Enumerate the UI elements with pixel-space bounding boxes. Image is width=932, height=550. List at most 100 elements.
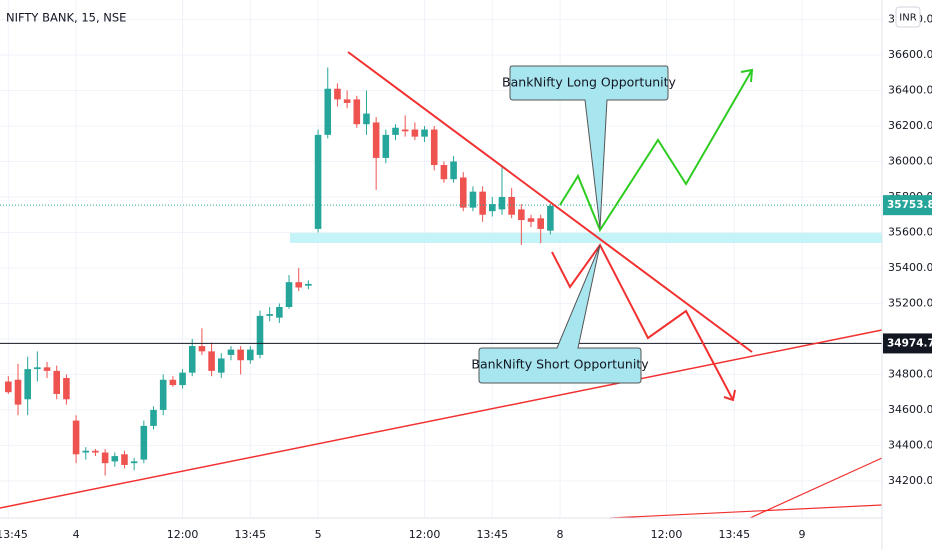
candle-body: [430, 129, 438, 166]
candle-body: [285, 282, 293, 308]
candle-body: [518, 209, 525, 221]
candle-body: [237, 349, 244, 361]
candle-body: [305, 283, 312, 286]
long-path: [559, 69, 753, 233]
y-tick-label: 34600.00: [888, 403, 932, 416]
candle-body: [256, 315, 264, 355]
candle-body: [140, 425, 148, 460]
x-tick-label: 13:45: [0, 528, 28, 541]
candle-body: [111, 456, 119, 462]
candle-body: [188, 346, 196, 373]
chart-title: NIFTY BANK, 15, NSE: [6, 11, 126, 25]
candle-body: [63, 377, 70, 400]
candle-body: [547, 205, 554, 231]
candle-body: [450, 161, 457, 180]
x-tick-label: 12:00: [167, 528, 199, 541]
x-tick-label: 9: [799, 528, 806, 541]
y-tick-label: 35600.00: [888, 225, 932, 238]
y-tick-label: 36200.00: [888, 119, 932, 132]
candle-body: [217, 358, 225, 373]
candle-body: [276, 307, 283, 318]
callout-text: BankNifty Short Opportunity: [471, 357, 649, 372]
candle-body: [169, 379, 177, 386]
candle-body: [43, 367, 51, 371]
candle-body: [179, 372, 186, 386]
y-tick-label: 35400.00: [888, 261, 932, 274]
trend-line: [609, 504, 883, 519]
grid: [0, 0, 882, 518]
currency-text: INR: [899, 13, 916, 24]
candle-body: [5, 381, 12, 393]
y-tick-label: 36000.00: [888, 154, 932, 167]
candle-body: [227, 349, 235, 355]
callout: [478, 244, 642, 384]
candle-body: [324, 88, 332, 135]
candle-body: [508, 196, 515, 215]
candle-body: [198, 346, 206, 352]
arrow-head: [740, 68, 754, 83]
callout: [509, 65, 669, 229]
support-zone: [290, 233, 882, 243]
trend-line: [749, 457, 883, 519]
price-label-bg: [883, 195, 932, 216]
candle-body: [34, 367, 41, 370]
short-path: [551, 243, 734, 401]
candle-body: [489, 204, 496, 212]
candle-body: [159, 379, 167, 410]
candle-body: [266, 314, 273, 316]
price-label: 35753.85: [887, 199, 932, 211]
candle-body: [72, 420, 80, 455]
x-tick-label: 12:00: [409, 528, 441, 541]
callout-text: BankNifty Long Opportunity: [502, 75, 677, 90]
candle-body: [537, 218, 544, 229]
trend-line: [0, 329, 883, 509]
candle-body: [334, 88, 341, 100]
candle-body: [459, 177, 467, 208]
candle-body: [401, 129, 409, 132]
candle-body: [14, 379, 22, 405]
candle-body: [363, 113, 370, 125]
candle-body: [121, 454, 128, 465]
candle-body: [498, 196, 506, 210]
candle-body: [82, 450, 90, 453]
x-tick-label: 4: [73, 528, 80, 541]
plot: [0, 67, 882, 476]
candle-body: [92, 450, 99, 453]
candle-body: [372, 122, 380, 158]
candle-body: [392, 127, 399, 135]
candle-body: [150, 409, 157, 426]
candle-body: [101, 452, 109, 464]
y-tick-label: 36400.00: [888, 84, 932, 97]
y-tick-label: 35200.00: [888, 296, 932, 309]
candle-body: [440, 165, 448, 180]
candle-body: [469, 191, 477, 208]
price-label-bg: [883, 333, 932, 354]
x-tick-label: 5: [315, 528, 322, 541]
x-tick-label: 12:00: [651, 528, 683, 541]
candle-body: [208, 351, 215, 371]
trend-line: [347, 51, 753, 353]
candle-body: [53, 370, 61, 394]
x-tick-label: 13:45: [718, 528, 750, 541]
arrow-head: [723, 389, 736, 402]
x-tick-label: 13:45: [234, 528, 266, 541]
currency-badge: [895, 6, 921, 28]
candle-body: [343, 99, 351, 103]
candle-body: [527, 218, 535, 222]
candle-body: [24, 369, 31, 400]
candle-body: [479, 191, 486, 215]
y-tick-label: 34400.00: [888, 438, 932, 451]
candle-body: [411, 129, 419, 137]
price-label: 34974.70: [887, 337, 932, 349]
candle-body: [130, 461, 138, 464]
candle-body: [314, 134, 322, 229]
candle-body: [382, 134, 390, 158]
y-tick-label: 34800.00: [888, 367, 932, 380]
axis: 34200.0034400.0034600.0034800.0035000.00…: [0, 13, 932, 541]
candle-body: [421, 129, 428, 137]
y-tick-label: 34200.00: [888, 474, 932, 487]
candle-body: [247, 349, 254, 361]
x-tick-label: 13:45: [476, 528, 508, 541]
candle-body: [353, 99, 361, 125]
